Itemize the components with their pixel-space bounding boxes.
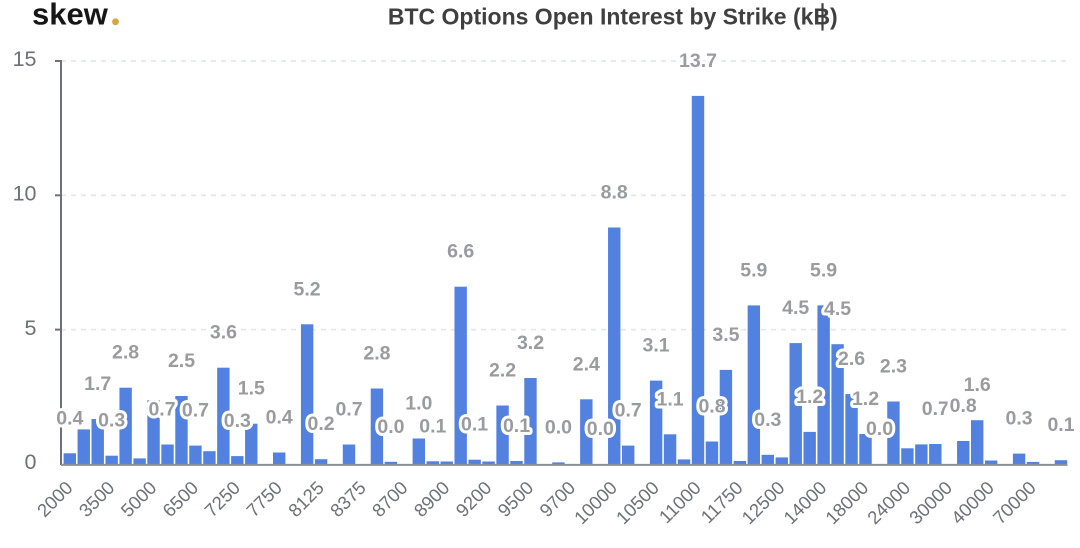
svg-text:10: 10 [13, 182, 37, 206]
svg-text:4.5: 4.5 [824, 298, 851, 320]
svg-text:2.6: 2.6 [838, 348, 865, 370]
svg-text:0.1: 0.1 [503, 415, 530, 437]
svg-text:2.4: 2.4 [573, 353, 600, 375]
svg-text:0.4: 0.4 [56, 407, 83, 429]
svg-text:15: 15 [13, 47, 37, 71]
svg-text:0.3: 0.3 [224, 410, 251, 432]
svg-text:6.6: 6.6 [447, 241, 474, 263]
svg-text:0.2: 0.2 [308, 413, 335, 435]
svg-text:5.2: 5.2 [294, 278, 321, 300]
svg-text:3.6: 3.6 [210, 322, 237, 344]
svg-text:0.3: 0.3 [754, 409, 781, 431]
svg-text:0.1: 0.1 [419, 415, 446, 437]
svg-text:5.9: 5.9 [740, 259, 767, 281]
svg-text:0.0: 0.0 [377, 416, 404, 438]
svg-text:0.1: 0.1 [1047, 414, 1074, 436]
svg-text:0.0: 0.0 [587, 418, 614, 440]
svg-text:2.2: 2.2 [489, 360, 516, 382]
svg-text:0.7: 0.7 [922, 398, 949, 420]
svg-text:1.1: 1.1 [657, 388, 684, 410]
svg-text:1.5: 1.5 [238, 378, 265, 400]
svg-text:1.2: 1.2 [852, 388, 879, 410]
svg-text:BTC Options Open Interest by S: BTC Options Open Interest by Strike (kB) [388, 3, 838, 29]
svg-text:2.8: 2.8 [112, 342, 139, 364]
svg-text:0.0: 0.0 [545, 416, 572, 438]
svg-text:2.3: 2.3 [880, 356, 907, 378]
svg-text:0: 0 [25, 450, 37, 474]
svg-text:0.8: 0.8 [698, 396, 725, 418]
svg-text:0.8: 0.8 [950, 395, 977, 417]
svg-text:0.4: 0.4 [266, 407, 293, 429]
svg-text:5: 5 [25, 316, 37, 340]
svg-text:0.0: 0.0 [866, 418, 893, 440]
svg-text:1.0: 1.0 [405, 393, 432, 415]
svg-text:1.2: 1.2 [796, 386, 823, 408]
svg-text:13.7: 13.7 [679, 50, 717, 72]
svg-text:8.8: 8.8 [601, 182, 628, 204]
svg-text:0.3: 0.3 [1006, 408, 1033, 430]
svg-text:1.6: 1.6 [964, 374, 991, 396]
svg-text:skew: skew [32, 0, 109, 31]
svg-text:0.3: 0.3 [98, 410, 125, 432]
svg-text:0.7: 0.7 [148, 399, 175, 421]
svg-text:2.5: 2.5 [168, 350, 195, 372]
svg-text:0.7: 0.7 [182, 400, 209, 422]
svg-text:0.7: 0.7 [615, 400, 642, 422]
svg-text:0.7: 0.7 [335, 399, 362, 421]
svg-text:3.2: 3.2 [517, 332, 544, 354]
svg-text:4.5: 4.5 [782, 297, 809, 319]
svg-text:0.1: 0.1 [461, 414, 488, 436]
svg-text:5.9: 5.9 [810, 259, 837, 281]
svg-text:1.7: 1.7 [84, 373, 111, 395]
svg-text:3.5: 3.5 [712, 324, 739, 346]
svg-text:3.1: 3.1 [643, 335, 670, 357]
svg-text:2.8: 2.8 [363, 343, 390, 365]
